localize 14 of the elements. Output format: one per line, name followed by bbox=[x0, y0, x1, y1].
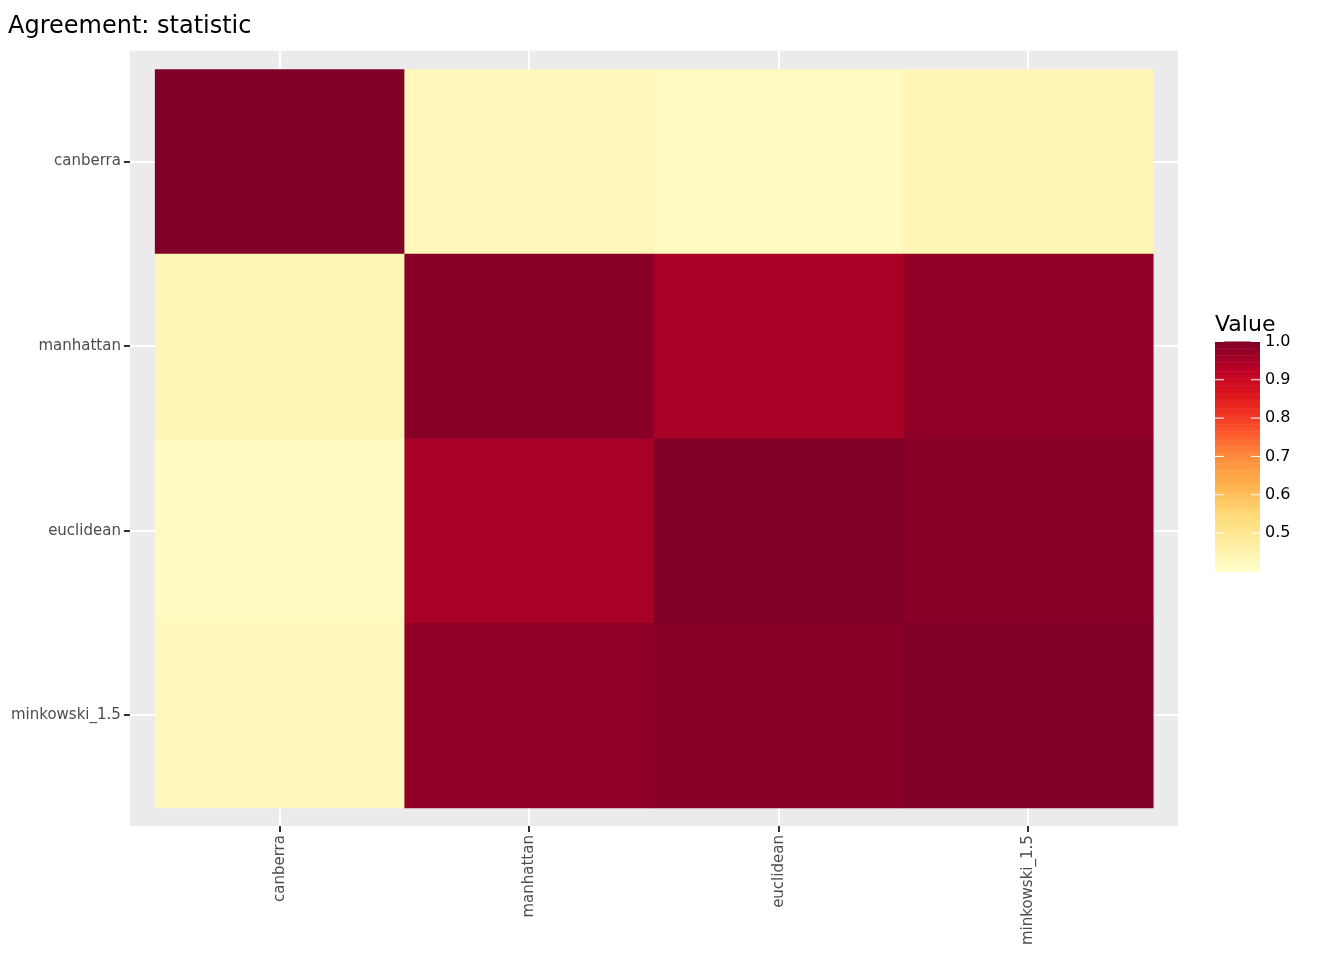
color-bar-label: 0.5 bbox=[1265, 522, 1291, 542]
color-bar-label: 0.6 bbox=[1265, 483, 1291, 503]
color-bar-label: 0.8 bbox=[1265, 407, 1291, 427]
x-tick-label: euclidean bbox=[768, 835, 787, 908]
x-tick-label: canberra bbox=[269, 835, 288, 903]
y-tick-label: minkowski_1.5 bbox=[10, 705, 121, 725]
x-tick-label: minkowski_1.5 bbox=[1018, 835, 1038, 946]
color-bar-label: 0.9 bbox=[1265, 368, 1291, 388]
y-tick-label: manhattan bbox=[38, 336, 121, 355]
color-bar-label: 0.7 bbox=[1265, 445, 1291, 465]
y-tick-label: canberra bbox=[53, 151, 121, 170]
chart-title: Agreement: statistic bbox=[8, 10, 252, 39]
y-tick-label: euclidean bbox=[48, 520, 121, 539]
x-tick-label: manhattan bbox=[519, 835, 538, 918]
